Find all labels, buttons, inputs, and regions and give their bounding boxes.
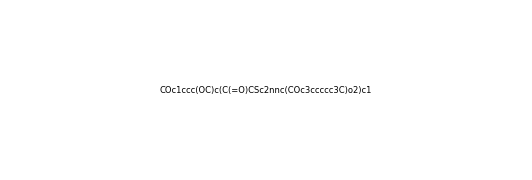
Text: COc1ccc(OC)c(C(=O)CSc2nnc(COc3ccccc3C)o2)c1: COc1ccc(OC)c(C(=O)CSc2nnc(COc3ccccc3C)o2…	[160, 86, 372, 94]
